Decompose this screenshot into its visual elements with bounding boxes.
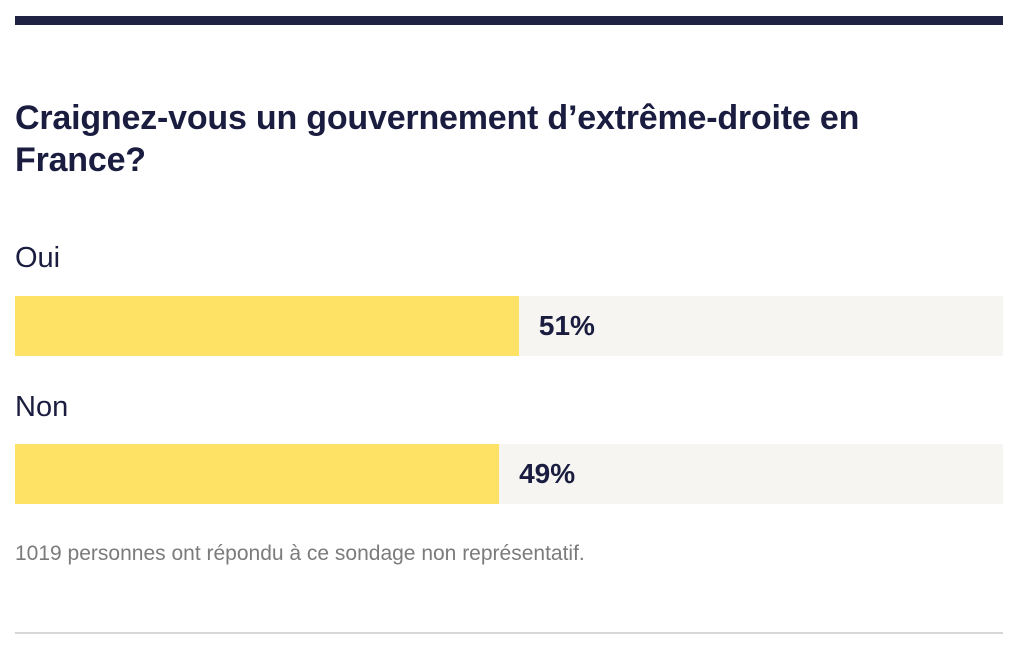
bottom-divider bbox=[15, 632, 1003, 634]
poll-question: Craignez-vous un gouvernement d’extrême-… bbox=[15, 99, 860, 179]
top-divider bbox=[15, 16, 1003, 25]
option-label-non: Non bbox=[15, 391, 69, 423]
result-bar-non: 49% bbox=[15, 444, 1003, 504]
poll-footnote: 1019 personnes ont répondu à ce sondage … bbox=[15, 542, 585, 565]
result-bar-fill-non bbox=[15, 444, 500, 504]
option-label-oui: Oui bbox=[15, 242, 61, 274]
result-percent-non: 49% bbox=[519, 458, 576, 489]
result-percent-oui: 51% bbox=[538, 310, 595, 341]
result-bar-oui: 51% bbox=[15, 296, 1003, 356]
result-bar-fill-oui bbox=[15, 296, 519, 356]
